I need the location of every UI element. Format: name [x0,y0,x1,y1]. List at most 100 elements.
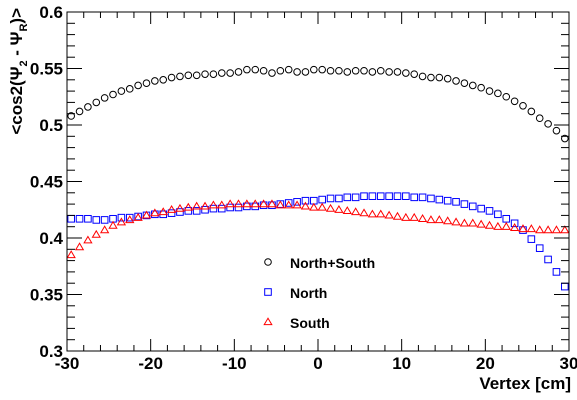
point-south [158,207,168,216]
point-north-south [134,81,142,90]
point-south [125,215,135,224]
point-south [376,209,386,218]
point-north-south [376,66,385,75]
point-north [151,210,159,219]
point-north-south [268,69,276,77]
axis-tick-labels: -30 -20 -10 0 10 20 30 0.3 0.35 0.4 0.45 0.5 0.55 0.6 [30,3,577,373]
point-north-south [544,120,552,128]
point-south [292,200,302,209]
point-south [434,215,444,224]
point-south [267,199,277,208]
point-north [318,195,326,204]
point-south [284,200,294,209]
x-tick-label: 10 [392,354,411,373]
point-north [184,207,193,215]
y-axis-title-prefix: <cos2(Ψ [7,67,26,135]
point-north-south [402,69,410,77]
legend-label-north-south: North+South [290,255,375,271]
point-north-south [452,77,460,85]
point-north [192,207,201,215]
point-north-south [75,107,84,116]
point-south [459,218,470,227]
y-tick-label: 0.3 [39,342,63,361]
point-south [208,200,219,209]
x-tick-label: 30 [560,354,577,373]
point-south [426,215,436,224]
point-north-south [494,89,502,98]
point-south [74,242,85,251]
point-south [359,208,369,217]
point-north [84,214,92,223]
x-tick-label: 0 [313,354,322,373]
point-south [233,199,244,208]
point-north-south [335,66,343,75]
point-south [183,202,193,211]
point-north [494,210,502,219]
point-north [167,209,176,217]
point-south [108,220,118,229]
point-south [401,212,411,221]
point-north [393,192,402,200]
point-north [335,194,343,203]
point-north [284,199,293,207]
point-south [83,235,93,244]
x-tick-label: -20 [138,354,163,373]
point-north [460,200,469,208]
point-south [468,218,478,227]
y-tick-label: 0.6 [39,3,63,22]
point-south [509,223,520,231]
point-north [368,192,377,200]
legend-marker-north-south [264,258,272,266]
point-south [141,210,152,219]
y-tick-label: 0.45 [30,173,63,192]
point-north-south [117,87,126,95]
point-north [510,219,519,228]
data-points [66,65,570,291]
point-south [526,224,537,233]
point-north-south [351,66,360,75]
point-south [91,229,101,238]
point-north-south [326,66,335,75]
point-south [133,212,143,221]
point-north [67,214,75,223]
legend-marker-south [263,317,273,326]
point-north [293,198,301,206]
point-north [410,193,419,202]
point-south [200,201,210,210]
point-north-south [561,134,569,143]
point-north-south [485,87,494,95]
point-south [250,199,260,208]
x-tick-label: 20 [476,354,495,373]
point-south [535,225,545,234]
point-north-south [418,72,427,81]
point-north-south [427,73,435,82]
point-north [468,202,477,211]
point-south [258,199,269,208]
point-north [351,193,360,202]
point-north [519,226,527,234]
point-north [502,214,511,223]
legend-marker-north [264,288,272,296]
axis-ticks [66,11,570,352]
y-tick-label: 0.55 [30,60,63,79]
point-north-south [192,71,201,80]
point-north-south [201,70,209,78]
legend: North+South North South [263,255,375,331]
point-south [417,214,428,222]
point-south [367,209,378,218]
point-south [99,225,110,234]
point-south [342,206,352,215]
point-north-south [276,66,285,75]
point-north-south [159,76,168,84]
point-north [552,268,561,276]
point-south [543,225,553,234]
point-north-south [443,74,452,83]
point-north [360,192,368,200]
point-south [325,203,336,212]
point-north-south [251,65,260,74]
point-north-south [92,98,101,107]
point-north-south [176,72,184,81]
point-north-south [360,66,368,75]
point-south [518,224,528,233]
